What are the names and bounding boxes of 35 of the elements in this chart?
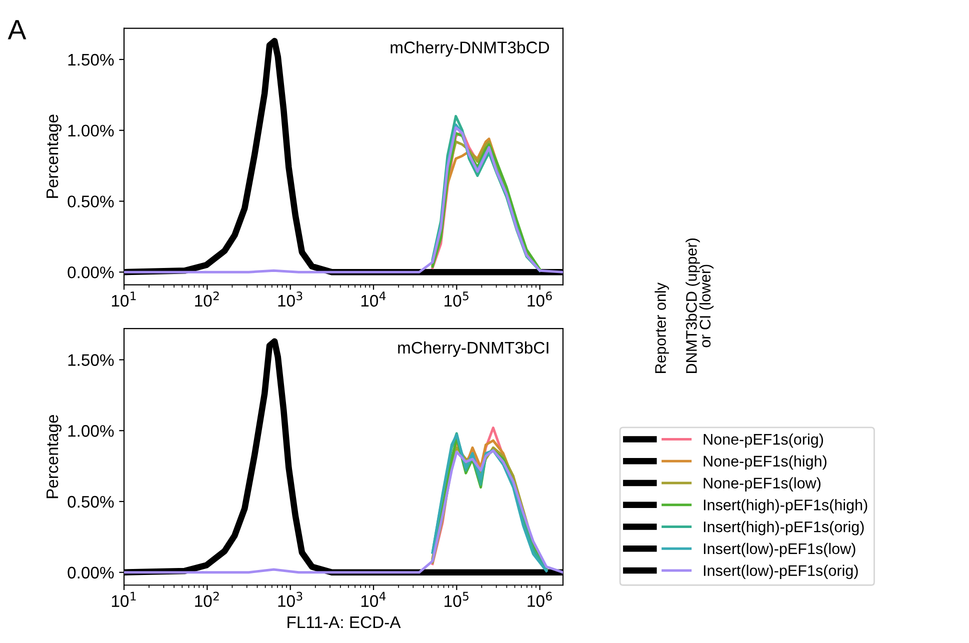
- y-tick-label: 0.50%: [68, 496, 114, 508]
- y-tick-label: 0.50%: [68, 196, 114, 208]
- text: A: [8, 20, 26, 40]
- x-tick-label: 10$^{1}$: [112, 592, 136, 607]
- text: mCherry-DNMT3bCI: [398, 341, 548, 357]
- legend-label: Insert(high)-pEF1s(orig): [704, 521, 864, 536]
- legend-label: Insert(low)-pEF1s(low): [704, 542, 856, 558]
- y-tick-label: 0.00%: [68, 566, 114, 579]
- x-tick-label: 10$^{6}$: [528, 592, 552, 607]
- y-tick-label: 1.50%: [68, 354, 114, 366]
- x-tick-label: 10$^{4}$: [361, 592, 386, 607]
- legend-label: Insert(high)-pEF1s(high): [704, 499, 868, 514]
- x-tick-label: 10$^{2}$: [195, 291, 219, 307]
- text: DNMT3bCD (upper) or CI (lower): [686, 238, 714, 373]
- y-tick-label: 1.00%: [68, 425, 114, 437]
- x-tick-label: 10$^{3}$: [278, 592, 302, 607]
- y-tick-label: 1.50%: [68, 54, 114, 66]
- x-tick-label: 10$^{6}$: [528, 291, 552, 307]
- legend-label: Insert(low)-pEF1s(orig): [704, 564, 858, 580]
- x-tick-label: 10$^{2}$: [195, 592, 219, 607]
- y-axis-title: Percentage: [46, 414, 62, 498]
- x-tick-label: 10$^{3}$: [278, 291, 302, 307]
- legend-label: None-pEF1s(orig): [704, 433, 824, 448]
- x-tick-label: 10$^{1}$: [112, 292, 136, 307]
- legend-label: None-pEF1s(low): [704, 477, 820, 492]
- text: mCherry-DNMT3bCD: [390, 41, 550, 57]
- y-tick-label: 1.00%: [68, 124, 114, 137]
- x-tick-label: 10$^{4}$: [361, 292, 386, 307]
- x-tick-label: 10$^{5}$: [444, 592, 468, 607]
- x-axis-title: FL11-A: ECD-A: [288, 616, 401, 628]
- y-axis-title: Percentage: [46, 114, 62, 198]
- y-tick-label: 0.00%: [68, 266, 114, 278]
- text: Reporter only: [654, 282, 669, 373]
- legend-label: None-pEF1s(high): [704, 455, 826, 470]
- x-tick-label: 10$^{5}$: [444, 292, 468, 307]
